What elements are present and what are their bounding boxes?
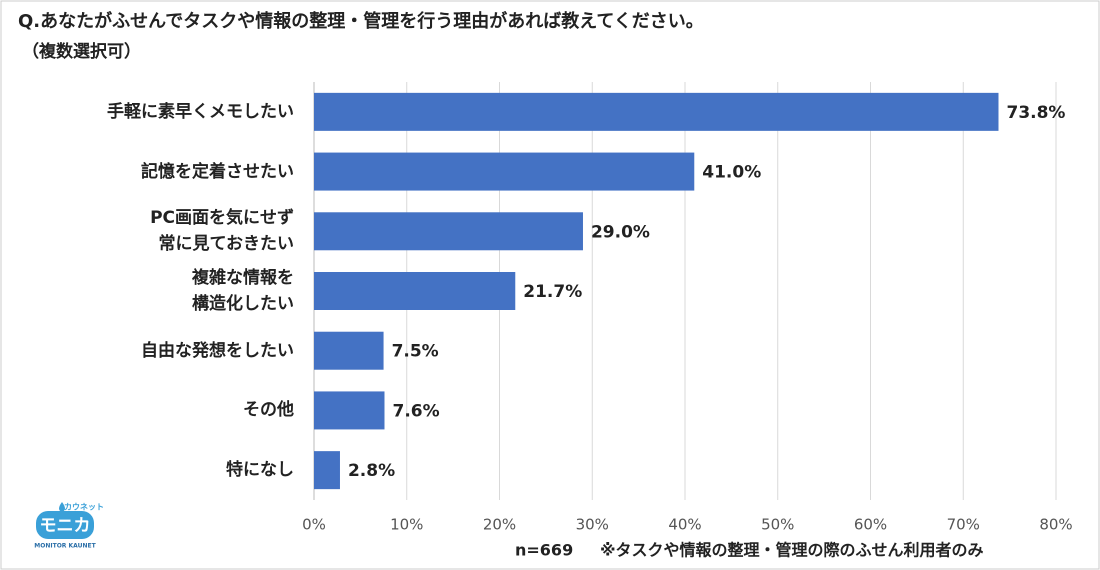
logo-main: モニカ: [40, 516, 91, 536]
x-tick-label: 30%: [576, 516, 609, 534]
category-label: 複雑な情報を 構造化したい: [192, 268, 294, 314]
bar: [314, 331, 384, 370]
bar: [314, 152, 695, 191]
x-tick-label: 0%: [302, 516, 326, 534]
bar: [314, 451, 340, 490]
logo-drop: [59, 502, 65, 512]
note: ※タスクや情報の整理・管理の際のふせん利用者のみ: [600, 541, 984, 560]
x-tick-label: 60%: [854, 516, 887, 534]
x-tick-label: 20%: [483, 516, 516, 534]
chart-title: Q.あなたがふせんでタスクや情報の整理・管理を行う理由があれば教えてください。: [18, 10, 704, 32]
value-label: 7.6%: [392, 401, 439, 421]
x-tick-label: 70%: [947, 516, 980, 534]
category-label: 記憶を定着させたい: [141, 161, 294, 182]
x-tick-label: 40%: [668, 516, 701, 534]
category-label: 手軽に素早くメモしたい: [107, 101, 294, 122]
logo-top: カウネット: [64, 502, 104, 512]
category-label: PC画面を気にせず 常に見ておきたい: [150, 208, 294, 255]
logo-badge: [36, 511, 94, 539]
category-label: 自由な発想をしたい: [141, 340, 294, 361]
value-label: 7.5%: [392, 342, 439, 362]
bar: [314, 212, 583, 251]
x-tick-label: 80%: [1039, 516, 1072, 534]
value-label: 21.7%: [523, 282, 582, 302]
chart-subtitle: （複数選択可）: [22, 41, 141, 62]
sample-size: n=669: [515, 541, 573, 560]
bar: [314, 272, 516, 310]
bar: [314, 391, 385, 430]
x-tick-label: 10%: [390, 516, 423, 534]
value-label: 73.8%: [1006, 103, 1065, 123]
bar: [314, 92, 999, 131]
category-label: 特になし: [226, 460, 294, 481]
value-label: 41.0%: [702, 163, 761, 183]
x-tick-label: 50%: [761, 516, 794, 534]
logo-bottom: MONITOR KAUNET: [34, 543, 96, 550]
value-label: 2.8%: [348, 461, 395, 481]
category-label: その他: [243, 400, 294, 421]
value-label: 29.0%: [591, 222, 650, 242]
